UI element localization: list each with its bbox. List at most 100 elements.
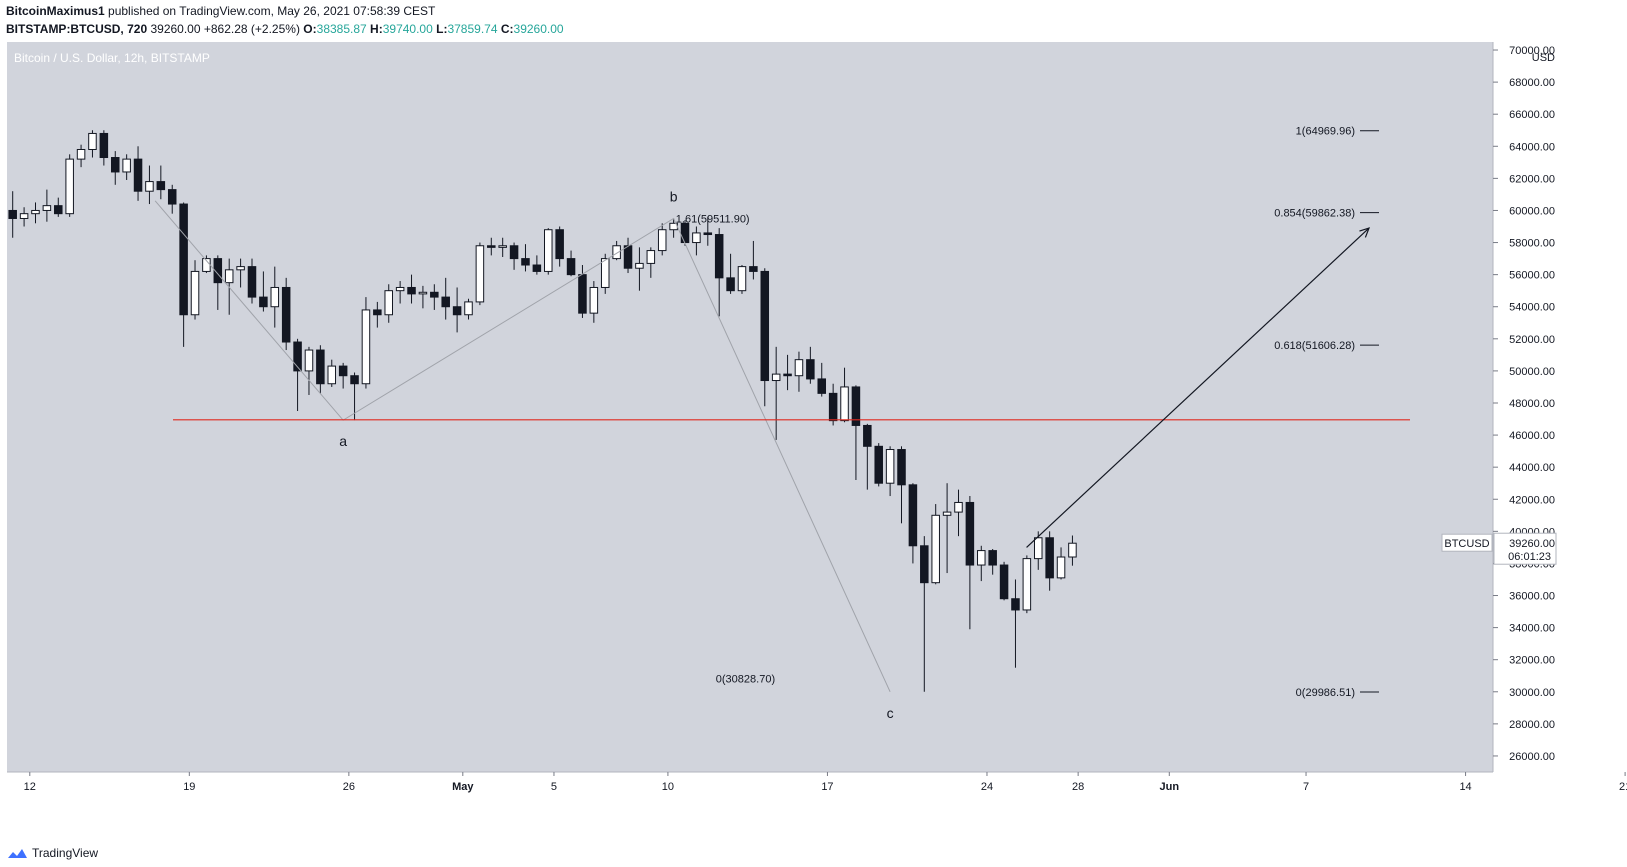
candle[interactable]: [8, 209, 17, 219]
candle[interactable]: [544, 229, 553, 272]
candle[interactable]: [281, 286, 291, 343]
candle[interactable]: [475, 245, 485, 303]
candle[interactable]: [623, 245, 633, 269]
candle[interactable]: [600, 258, 610, 288]
candle[interactable]: [760, 270, 770, 382]
candle[interactable]: [167, 189, 177, 205]
candle[interactable]: [110, 157, 120, 173]
candle[interactable]: [840, 386, 849, 422]
candle[interactable]: [54, 205, 63, 215]
candle[interactable]: [612, 245, 621, 260]
candle[interactable]: [464, 301, 473, 316]
candle[interactable]: [1056, 556, 1066, 579]
candle[interactable]: [145, 181, 154, 192]
candle[interactable]: [270, 286, 280, 308]
candle[interactable]: [190, 270, 200, 316]
candle[interactable]: [430, 291, 439, 298]
candle[interactable]: [1022, 558, 1032, 611]
candle[interactable]: [259, 296, 268, 308]
candle[interactable]: [338, 365, 348, 377]
candle[interactable]: [498, 245, 507, 248]
candle[interactable]: [316, 349, 325, 385]
candle[interactable]: [954, 501, 963, 513]
candle[interactable]: [999, 564, 1009, 600]
candle[interactable]: [76, 148, 86, 160]
candle[interactable]: [293, 341, 302, 372]
candle[interactable]: [863, 424, 872, 447]
candle[interactable]: [1011, 598, 1020, 611]
candle[interactable]: [236, 266, 245, 271]
candle[interactable]: [783, 373, 792, 377]
candle[interactable]: [521, 258, 530, 266]
candle[interactable]: [179, 203, 188, 316]
candle[interactable]: [965, 501, 975, 566]
candle[interactable]: [977, 550, 986, 566]
candle[interactable]: [726, 277, 735, 292]
candle[interactable]: [509, 245, 519, 260]
author-name[interactable]: BitcoinMaximus1: [6, 4, 105, 18]
tradingview-logo[interactable]: TradingView: [6, 846, 98, 860]
candle[interactable]: [942, 511, 952, 516]
candle[interactable]: [920, 545, 929, 584]
candle[interactable]: [99, 132, 109, 159]
candle[interactable]: [828, 392, 838, 422]
candle[interactable]: [806, 359, 815, 380]
candle[interactable]: [122, 158, 131, 173]
candle[interactable]: [931, 514, 940, 584]
candle[interactable]: [88, 132, 97, 150]
candle[interactable]: [532, 264, 542, 272]
candle[interactable]: [31, 209, 40, 215]
y-tick-label: 34000.00: [1509, 623, 1555, 635]
candle[interactable]: [908, 484, 918, 547]
candle[interactable]: [441, 296, 450, 308]
candle[interactable]: [1068, 542, 1077, 558]
candle[interactable]: [874, 445, 883, 484]
candle[interactable]: [65, 158, 74, 215]
candle[interactable]: [487, 245, 496, 248]
wave-abc-line[interactable]: [154, 200, 891, 692]
candle[interactable]: [555, 229, 564, 260]
candle[interactable]: [749, 266, 758, 272]
candle[interactable]: [714, 234, 724, 279]
candle[interactable]: [851, 386, 861, 426]
candle[interactable]: [1033, 537, 1043, 560]
candle[interactable]: [988, 550, 997, 566]
candle[interactable]: [350, 375, 359, 385]
candle[interactable]: [224, 269, 234, 284]
candle[interactable]: [657, 229, 667, 252]
candle[interactable]: [589, 286, 599, 314]
candle[interactable]: [737, 266, 747, 292]
candle[interactable]: [407, 286, 416, 295]
candle[interactable]: [794, 359, 804, 377]
candle[interactable]: [897, 449, 906, 486]
candle[interactable]: [133, 158, 143, 192]
candle[interactable]: [304, 349, 314, 372]
price-tag[interactable]: [1493, 532, 1557, 565]
candle[interactable]: [361, 309, 371, 385]
candle[interactable]: [327, 365, 337, 385]
candle[interactable]: [703, 232, 713, 236]
candle[interactable]: [885, 449, 895, 484]
candle[interactable]: [578, 274, 587, 314]
candle[interactable]: [692, 232, 701, 244]
candle[interactable]: [635, 262, 644, 269]
candle[interactable]: [213, 258, 223, 284]
candle[interactable]: [373, 309, 382, 316]
candle[interactable]: [156, 181, 166, 191]
candle[interactable]: [817, 378, 827, 394]
candle[interactable]: [384, 290, 393, 316]
candle[interactable]: [395, 286, 405, 292]
plot-area[interactable]: [7, 42, 1493, 772]
candle[interactable]: [566, 258, 576, 276]
candle[interactable]: [1045, 537, 1054, 579]
projection-arrow[interactable]: [1026, 227, 1370, 548]
candle[interactable]: [680, 222, 690, 244]
candle[interactable]: [646, 250, 656, 264]
candle[interactable]: [771, 373, 781, 382]
candle[interactable]: [19, 213, 29, 219]
candle[interactable]: [452, 306, 462, 316]
candle[interactable]: [42, 205, 52, 211]
candle[interactable]: [247, 266, 257, 298]
candle[interactable]: [418, 291, 428, 295]
